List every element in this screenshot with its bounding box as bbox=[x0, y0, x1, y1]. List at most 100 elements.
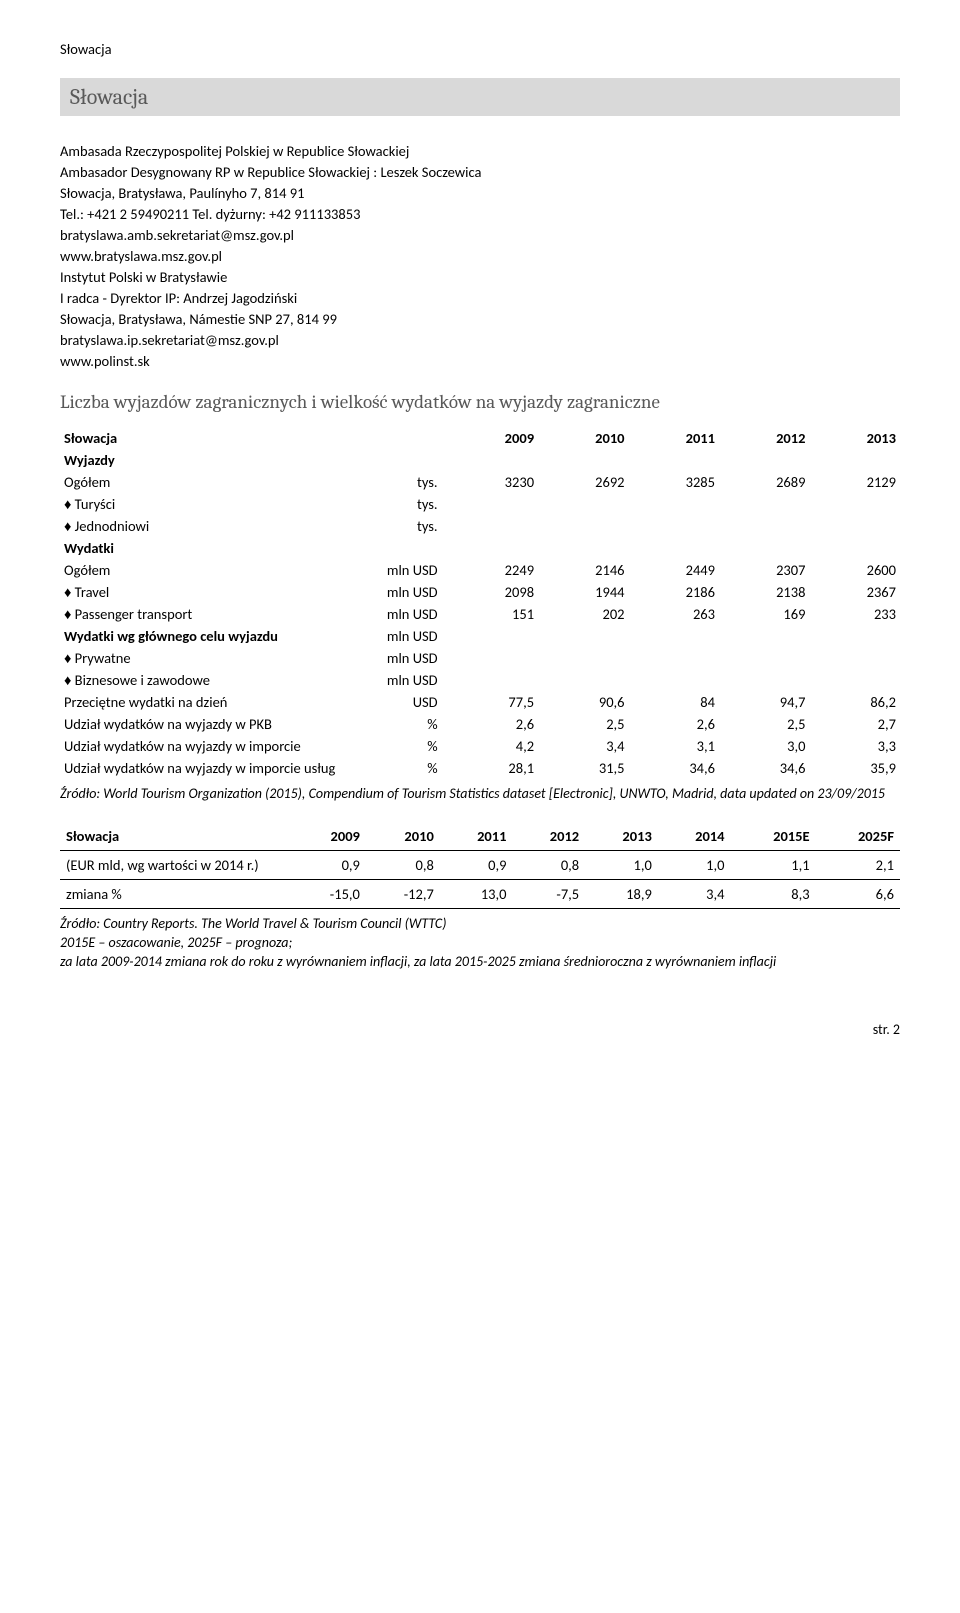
table1-row-label: Udział wydatków na wyjazdy w imporcie us… bbox=[60, 757, 341, 779]
trips-expenditure-table: Słowacja 2009 2010 2011 2012 2013 Wyjazd… bbox=[60, 427, 900, 779]
table1-cell: 4,2 bbox=[448, 735, 538, 757]
table1-row-label: ♦ Passenger transport bbox=[60, 603, 341, 625]
table1-cell bbox=[448, 449, 538, 471]
embassy-line: Ambasador Desygnowany RP w Republice Sło… bbox=[60, 162, 900, 183]
table2-cell: 1,0 bbox=[658, 850, 731, 879]
table1-cell bbox=[629, 449, 719, 471]
table1-year: 2010 bbox=[538, 427, 628, 449]
table1-cell: 233 bbox=[809, 603, 900, 625]
table1-cell bbox=[629, 493, 719, 515]
wttc-table: Słowacja 2009 2010 2011 2012 2013 2014 2… bbox=[60, 822, 900, 909]
table1-cell bbox=[629, 515, 719, 537]
embassy-line: Instytut Polski w Bratysławie bbox=[60, 267, 900, 288]
table2-row-label: (EUR mld, wg wartości w 2014 r.) bbox=[60, 850, 292, 879]
table2-year: 2009 bbox=[292, 822, 366, 851]
table1-cell: 2367 bbox=[809, 581, 900, 603]
table1-cell bbox=[719, 449, 809, 471]
table1-cell bbox=[538, 669, 628, 691]
table1-cell bbox=[538, 493, 628, 515]
table1-cell bbox=[809, 493, 900, 515]
embassy-line: bratyslawa.amb.sekretariat@msz.gov.pl bbox=[60, 225, 900, 246]
source2-line: za lata 2009-2014 zmiana rok do roku z w… bbox=[60, 953, 900, 972]
table2-year: 2013 bbox=[585, 822, 658, 851]
table1-row-unit: mln USD bbox=[341, 647, 448, 669]
table1-row-unit: tys. bbox=[341, 515, 448, 537]
table1-row-unit: USD bbox=[341, 691, 448, 713]
table1-row-label: Udział wydatków na wyjazdy w imporcie bbox=[60, 735, 341, 757]
table2-year: 2011 bbox=[440, 822, 513, 851]
table1-cell bbox=[448, 515, 538, 537]
table1-cell: 151 bbox=[448, 603, 538, 625]
table1-row-unit: % bbox=[341, 735, 448, 757]
table1-cell bbox=[629, 537, 719, 559]
table1-cell bbox=[719, 537, 809, 559]
table1-cell: 3285 bbox=[629, 471, 719, 493]
table1-row-unit: tys. bbox=[341, 471, 448, 493]
table2-cell: -15,0 bbox=[292, 879, 366, 908]
table1-cell bbox=[629, 669, 719, 691]
table1-row-label: Przeciętne wydatki na dzień bbox=[60, 691, 341, 713]
table1-cell: 94,7 bbox=[719, 691, 809, 713]
table1-cell: 169 bbox=[719, 603, 809, 625]
embassy-line: Tel.: +421 2 59490211 Tel. dyżurny: +42 … bbox=[60, 204, 900, 225]
table1-cell bbox=[809, 669, 900, 691]
table1-cell bbox=[719, 515, 809, 537]
table1-cell: 2129 bbox=[809, 471, 900, 493]
table1-row-label: Ogółem bbox=[60, 471, 341, 493]
table1-cell bbox=[448, 669, 538, 691]
table1-cell bbox=[719, 647, 809, 669]
table1-year: 2009 bbox=[448, 427, 538, 449]
table2-country: Słowacja bbox=[60, 822, 292, 851]
table1-cell: 2249 bbox=[448, 559, 538, 581]
table1-unit-header bbox=[341, 427, 448, 449]
table1-cell: 86,2 bbox=[809, 691, 900, 713]
source-note-2: Źródło: Country Reports. The World Trave… bbox=[60, 915, 900, 972]
table1-cell: 2098 bbox=[448, 581, 538, 603]
table2-cell: 8,3 bbox=[731, 879, 816, 908]
table1-year: 2011 bbox=[629, 427, 719, 449]
table1-cell: 2,7 bbox=[809, 713, 900, 735]
table1-cell bbox=[538, 647, 628, 669]
table1-cell bbox=[448, 625, 538, 647]
table1-cell bbox=[629, 647, 719, 669]
table1-cell bbox=[538, 537, 628, 559]
table2-year: 2014 bbox=[658, 822, 731, 851]
table1-cell: 2186 bbox=[629, 581, 719, 603]
embassy-line: I radca - Dyrektor IP: Andrzej Jagodzińs… bbox=[60, 288, 900, 309]
table2-cell: -12,7 bbox=[366, 879, 440, 908]
table1-row-label: ♦ Turyści bbox=[60, 493, 341, 515]
table1-cell bbox=[809, 625, 900, 647]
embassy-line: Słowacja, Bratysława, Paulínyho 7, 814 9… bbox=[60, 183, 900, 204]
table1-row-label: Udział wydatków na wyjazdy w PKB bbox=[60, 713, 341, 735]
table1-row-unit: tys. bbox=[341, 493, 448, 515]
embassy-line: www.bratyslawa.msz.gov.pl bbox=[60, 246, 900, 267]
table1-row-unit bbox=[341, 537, 448, 559]
table1-row-unit: % bbox=[341, 713, 448, 735]
embassy-line: Ambasada Rzeczypospolitej Polskiej w Rep… bbox=[60, 141, 900, 162]
page-header-country: Słowacja bbox=[60, 40, 900, 58]
embassy-info: Ambasada Rzeczypospolitej Polskiej w Rep… bbox=[60, 141, 900, 372]
table1-cell: 2600 bbox=[809, 559, 900, 581]
table1-row-unit: mln USD bbox=[341, 581, 448, 603]
table1-cell: 77,5 bbox=[448, 691, 538, 713]
table1-cell bbox=[448, 537, 538, 559]
table2-cell: 0,9 bbox=[440, 850, 513, 879]
table2-cell: 18,9 bbox=[585, 879, 658, 908]
table1-cell bbox=[448, 493, 538, 515]
table1-cell: 1944 bbox=[538, 581, 628, 603]
table1-year: 2013 bbox=[809, 427, 900, 449]
table2-cell: 2,1 bbox=[816, 850, 900, 879]
table1-year: 2012 bbox=[719, 427, 809, 449]
table1-cell: 34,6 bbox=[629, 757, 719, 779]
table1-cell: 2,6 bbox=[448, 713, 538, 735]
table1-cell: 84 bbox=[629, 691, 719, 713]
source2-line: Źródło: Country Reports. The World Trave… bbox=[60, 915, 900, 934]
table1-cell: 2692 bbox=[538, 471, 628, 493]
table1-cell bbox=[809, 537, 900, 559]
table1-cell bbox=[719, 493, 809, 515]
table2-cell: 1,0 bbox=[585, 850, 658, 879]
table1-row-unit: % bbox=[341, 757, 448, 779]
table2-row-label: zmiana % bbox=[60, 879, 292, 908]
table1-row-label: Wyjazdy bbox=[60, 449, 341, 471]
embassy-line: bratyslawa.ip.sekretariat@msz.gov.pl bbox=[60, 330, 900, 351]
